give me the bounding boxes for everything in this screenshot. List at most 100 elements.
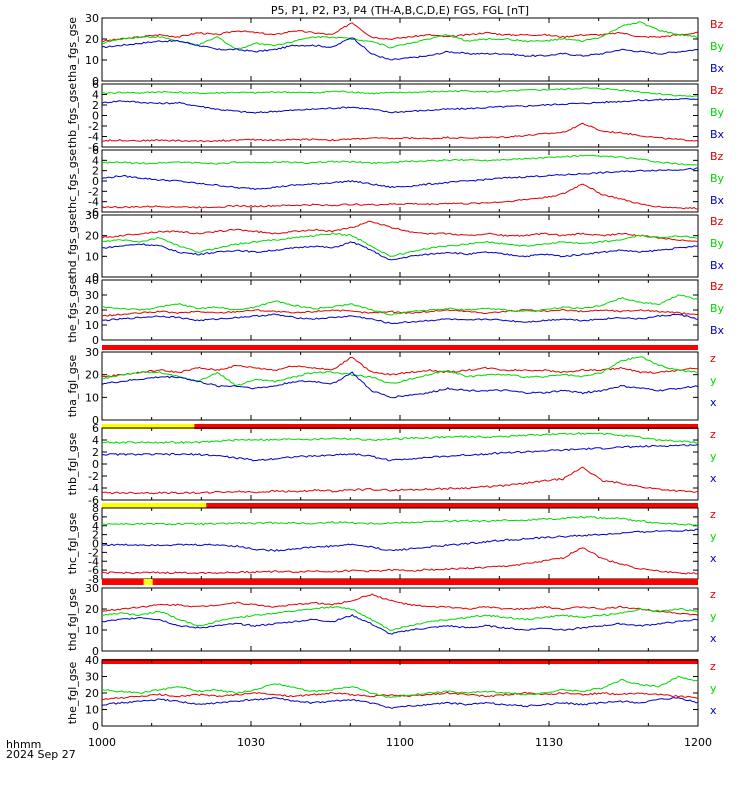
series-Bx — [102, 241, 698, 261]
series-Bx — [102, 313, 698, 325]
y-axis-label: thb_fgs_gse — [66, 83, 79, 149]
y-tick-label: 30 — [85, 671, 99, 684]
legend-y: y — [710, 530, 717, 543]
y-tick-label: 40 — [85, 654, 99, 667]
y-tick-label: 4 — [92, 89, 99, 102]
y-tick-label: 10 — [85, 54, 99, 67]
y-tick-label: 0 — [92, 458, 99, 471]
y-tick-label: 2 — [92, 446, 99, 459]
legend-z: z — [710, 508, 716, 521]
legend-Bz: Bz — [710, 84, 724, 97]
y-axis-label: thd_fgl_gse — [66, 588, 79, 651]
legend-Bz: Bz — [710, 150, 724, 163]
legend-Bx: Bx — [710, 194, 725, 207]
panel-frame — [101, 659, 699, 727]
legend-By: By — [710, 40, 725, 53]
y-tick-label: 20 — [85, 687, 99, 700]
panel-thd_fgl_gse: 0 10 20 30 thd_fgl_gse zyx — [66, 582, 717, 664]
y-tick-label: 10 — [85, 624, 99, 637]
y-axis-label: tha_fgs_gse — [66, 17, 79, 82]
series-Bz — [102, 308, 698, 317]
chart-title: P5, P1, P2, P3, P4 (TH-A,B,C,D,E) FGS, F… — [271, 4, 529, 17]
legend-By: By — [710, 106, 725, 119]
y-tick-label: 0 — [92, 75, 99, 88]
y-tick-label: -6 — [88, 494, 99, 507]
legend-Bx: Bx — [710, 128, 725, 141]
series-z — [102, 593, 698, 616]
y-tick-label: 8 — [92, 502, 99, 515]
legend-By: By — [710, 302, 725, 315]
y-tick-label: 0 — [92, 334, 99, 347]
legend-Bz: Bz — [710, 18, 724, 31]
panel-frame — [101, 17, 699, 82]
mode-bar-yellow — [102, 503, 207, 508]
y-axis-label: thd_fgs_gse — [66, 213, 79, 279]
y-tick-label: 6 — [92, 422, 99, 435]
series-Bz — [102, 122, 698, 143]
series-y — [102, 515, 698, 527]
series-By — [102, 294, 698, 316]
panel-thd_fgs_gse: 0 10 20 30 thd_fgs_gse Bz By Bx — [66, 209, 725, 284]
y-tick-label: -4 — [88, 131, 99, 144]
y-tick-label: 0 — [92, 645, 99, 658]
y-tick-label: 0 — [92, 414, 99, 427]
series-y — [102, 605, 698, 631]
mode-bar-yellow — [143, 579, 153, 585]
y-tick-label: 10 — [85, 391, 99, 404]
y-tick-label: -2 — [88, 546, 99, 559]
y-tick-label: 6 — [92, 144, 99, 157]
legend-x: x — [710, 472, 717, 485]
series-x — [102, 613, 698, 635]
y-tick-label: 30 — [85, 289, 99, 302]
y-tick-label: 4 — [92, 154, 99, 167]
series-y — [102, 431, 698, 444]
y-tick-label: -4 — [88, 482, 99, 495]
y-tick-label: 30 — [85, 346, 99, 359]
y-tick-label: 10 — [85, 319, 99, 332]
mode-bar-yellow — [102, 424, 195, 429]
y-tick-label: 2 — [92, 165, 99, 178]
x-tick-label: 1200 — [684, 736, 712, 749]
y-tick-label: -4 — [88, 196, 99, 209]
x-tick-label: 1130 — [535, 736, 563, 749]
y-axis-label: tha_fgl_gse — [66, 355, 79, 418]
series-Bx — [102, 37, 698, 61]
x-tick-label: 1000 — [88, 736, 116, 749]
y-tick-label: 2 — [92, 99, 99, 112]
legend-x: x — [710, 632, 717, 645]
legend-z: z — [710, 352, 716, 365]
y-axis-label: thc_fgl_gse — [66, 512, 79, 574]
legend-y: y — [710, 450, 717, 463]
panel-tha_fgs_gse: 0 10 20 30 tha_fgs_gse Bz By Bx — [66, 12, 725, 88]
panel-frame — [101, 427, 699, 501]
series-z — [102, 691, 698, 701]
legend-z: z — [710, 660, 716, 673]
legend-Bx: Bx — [710, 62, 725, 75]
series-Bz — [102, 22, 698, 42]
legend-Bz: Bz — [710, 215, 724, 228]
y-axis-label: thc_fgs_gse — [66, 149, 79, 214]
y-tick-label: 0 — [92, 110, 99, 123]
y-tick-label: -6 — [88, 564, 99, 577]
x-axis-label-date: 2024 Sep 27 — [6, 748, 76, 761]
y-tick-label: -6 — [88, 141, 99, 154]
y-tick-label: 2 — [92, 529, 99, 542]
legend-Bx: Bx — [710, 259, 725, 272]
series-By — [102, 232, 698, 257]
series-By — [102, 21, 698, 50]
legend-x: x — [710, 704, 717, 717]
y-tick-label: -2 — [88, 185, 99, 198]
panel-frame — [101, 587, 699, 652]
panel-the_fgl_gse: 0 10 20 30 40 the_fgl_gse zyx — [66, 654, 717, 733]
legend-z: z — [710, 428, 716, 441]
legend-x: x — [710, 396, 717, 409]
y-tick-label: 0 — [92, 720, 99, 733]
panel-frame — [101, 149, 699, 213]
y-tick-label: 4 — [92, 520, 99, 533]
legend-By: By — [710, 172, 725, 185]
y-tick-label: 0 — [92, 175, 99, 188]
